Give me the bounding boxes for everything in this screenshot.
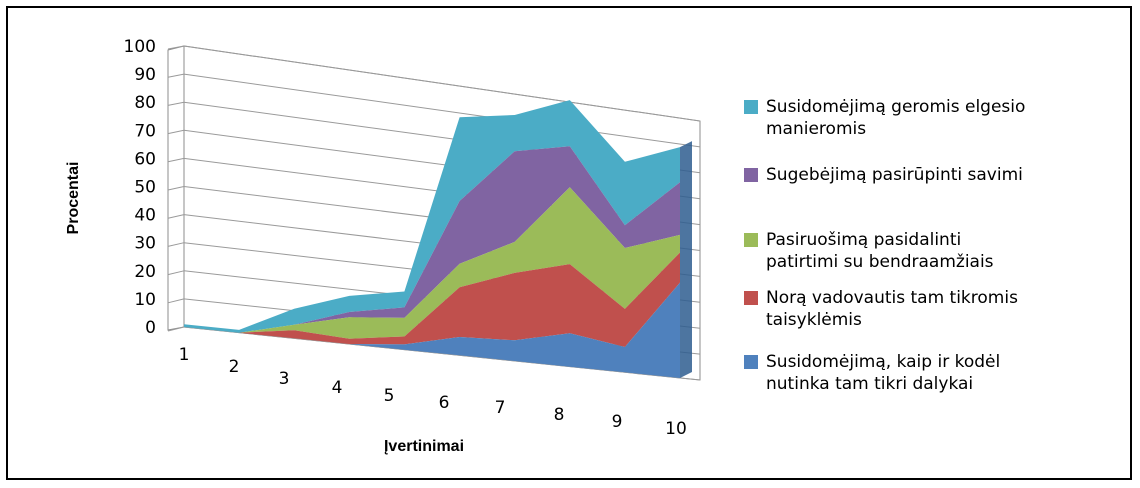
x-tick-label: 2 xyxy=(229,357,240,377)
x-tick-labels: 1 2 3 4 5 6 7 8 9 10 xyxy=(179,345,687,439)
x-tick-label: 10 xyxy=(665,419,687,439)
legend: Susidomėjimą geromis elgesio manieromisSu… xyxy=(744,97,1025,394)
legend-label: Susidomėjimą, kaip ir kodėl nutinka tam t… xyxy=(766,352,1000,394)
series-areas xyxy=(184,100,692,378)
legend-label: Pasiruošimą pasidalinti patirtimi su bend… xyxy=(766,230,994,272)
legend-label-line: manieromis xyxy=(766,119,866,139)
legend-label-line: Sugebėjimą pasirūpinti savimi xyxy=(766,165,1023,185)
gridline-side xyxy=(167,214,185,219)
x-tick-label: 4 xyxy=(332,378,343,398)
gridline-side xyxy=(167,270,185,276)
area-1 xyxy=(184,282,680,378)
area-4 xyxy=(184,146,680,333)
area-2 xyxy=(184,252,680,347)
y-axis-title: Procentai xyxy=(65,162,82,235)
gridline-side xyxy=(167,45,185,50)
legend-swatch xyxy=(744,168,758,182)
y-tick-label: 70 xyxy=(134,121,156,141)
gridline-side xyxy=(167,326,185,332)
gridline xyxy=(183,45,701,122)
stacked-area-chart: 0 10 20 30 40 50 60 70 80 90 100 1 2 3 4 5 6 7 8 9 10 Proce… xyxy=(65,37,1025,455)
chart-frame: 0 10 20 30 40 50 60 70 80 90 100 1 2 3 4 5 6 7 8 9 10 Proce… xyxy=(6,6,1132,480)
y-tick-label: 80 xyxy=(134,93,156,113)
y-tick-label: 10 xyxy=(134,290,156,310)
x-tick-label: 3 xyxy=(279,369,290,389)
legend-label-line: Susidomėjimą, kaip ir kodėl xyxy=(766,352,1000,372)
legend-label: Susidomėjimą geromis elgesio manieromis xyxy=(766,97,1025,139)
y-tick-label: 50 xyxy=(134,178,156,198)
area-3 xyxy=(184,187,680,339)
x-axis-title: Įvertinimai xyxy=(384,438,464,455)
area-5 xyxy=(184,100,680,333)
legend-label-line: Pasiruošimą pasidalinti xyxy=(766,230,961,250)
gridline-side xyxy=(167,157,185,163)
gridline-side xyxy=(167,186,185,191)
legend-swatch xyxy=(744,100,758,114)
x-tick-label: 8 xyxy=(554,405,565,425)
gridline-side xyxy=(167,298,185,304)
x-tick-label: 6 xyxy=(439,393,450,413)
y-tick-label: 30 xyxy=(134,234,156,254)
gridline-side xyxy=(167,242,185,247)
y-tick-label: 100 xyxy=(124,37,156,57)
legend-label: Norą vadovautis tam tikromis taisyklėmis xyxy=(766,288,1018,330)
legend-swatch xyxy=(744,291,758,305)
x-tick-label: 7 xyxy=(495,398,506,418)
y-tick-label: 90 xyxy=(134,65,156,85)
gridline xyxy=(183,73,701,148)
x-tick-label: 9 xyxy=(612,412,623,432)
legend-swatch xyxy=(744,233,758,247)
gridline-side xyxy=(167,129,185,135)
gridline-side xyxy=(167,101,185,106)
legend-label: Sugebėjimą pasirūpinti savimi xyxy=(766,165,1023,185)
y-tick-label: 40 xyxy=(134,206,156,226)
y-tick-labels: 0 10 20 30 40 50 60 70 80 90 100 xyxy=(124,37,156,338)
legend-label-line: Susidomėjimą geromis elgesio xyxy=(766,97,1025,117)
x-tick-label: 1 xyxy=(179,345,190,365)
y-tick-label: 60 xyxy=(134,149,156,169)
legend-swatch xyxy=(744,355,758,369)
legend-label-line: patirtimi su bendraamžiais xyxy=(766,252,994,272)
y-tick-label: 0 xyxy=(145,318,156,338)
area-depth-edge xyxy=(680,141,692,378)
y-tick-label: 20 xyxy=(134,262,156,282)
legend-label-line: nutinka tam tikri dalykai xyxy=(766,374,973,394)
x-tick-label: 5 xyxy=(384,386,395,406)
legend-label-line: Norą vadovautis tam tikromis xyxy=(766,288,1018,308)
legend-label-line: taisyklėmis xyxy=(766,310,862,330)
gridline-side xyxy=(167,73,185,78)
